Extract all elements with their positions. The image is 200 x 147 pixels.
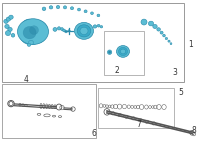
Ellipse shape	[153, 24, 157, 29]
Ellipse shape	[116, 46, 130, 57]
Ellipse shape	[68, 30, 70, 32]
Ellipse shape	[22, 20, 48, 42]
Ellipse shape	[29, 40, 34, 45]
Ellipse shape	[108, 51, 111, 53]
Ellipse shape	[63, 29, 65, 32]
Ellipse shape	[5, 31, 11, 36]
Ellipse shape	[20, 26, 32, 39]
Ellipse shape	[49, 6, 53, 9]
Ellipse shape	[70, 7, 74, 10]
Ellipse shape	[163, 34, 165, 37]
Ellipse shape	[100, 26, 103, 28]
Ellipse shape	[11, 34, 15, 37]
Ellipse shape	[160, 31, 163, 34]
Text: 6: 6	[92, 129, 97, 138]
Ellipse shape	[32, 32, 44, 43]
Ellipse shape	[21, 19, 37, 37]
Ellipse shape	[107, 50, 112, 54]
Ellipse shape	[42, 7, 46, 11]
Ellipse shape	[157, 28, 160, 31]
Ellipse shape	[6, 17, 11, 21]
Ellipse shape	[165, 37, 168, 40]
Ellipse shape	[57, 27, 61, 30]
Text: 8: 8	[191, 126, 196, 135]
Ellipse shape	[5, 24, 9, 29]
Text: 2: 2	[115, 66, 120, 75]
Text: 3: 3	[172, 67, 177, 77]
Ellipse shape	[23, 26, 36, 39]
FancyBboxPatch shape	[98, 88, 174, 128]
Ellipse shape	[77, 25, 91, 37]
Text: 1: 1	[188, 40, 193, 49]
Ellipse shape	[97, 24, 100, 27]
Ellipse shape	[93, 25, 97, 28]
Ellipse shape	[74, 22, 94, 39]
Ellipse shape	[8, 27, 12, 31]
Ellipse shape	[168, 40, 170, 42]
Ellipse shape	[120, 49, 126, 54]
Text: 7: 7	[136, 120, 141, 130]
FancyBboxPatch shape	[104, 31, 144, 75]
Ellipse shape	[56, 5, 60, 9]
Ellipse shape	[65, 30, 67, 33]
Ellipse shape	[91, 12, 93, 15]
Ellipse shape	[118, 47, 128, 56]
Ellipse shape	[170, 43, 172, 45]
Ellipse shape	[9, 15, 13, 19]
Text: 5: 5	[178, 88, 183, 97]
Ellipse shape	[63, 6, 67, 9]
Ellipse shape	[78, 8, 80, 11]
Ellipse shape	[20, 26, 42, 45]
Ellipse shape	[30, 26, 38, 35]
Ellipse shape	[18, 19, 48, 45]
Ellipse shape	[148, 21, 154, 26]
Text: 4: 4	[24, 75, 29, 84]
Ellipse shape	[61, 28, 63, 31]
Ellipse shape	[141, 19, 147, 25]
Ellipse shape	[97, 14, 100, 17]
Ellipse shape	[53, 27, 57, 31]
FancyBboxPatch shape	[2, 3, 184, 82]
Ellipse shape	[27, 43, 31, 46]
Ellipse shape	[4, 19, 8, 23]
Ellipse shape	[80, 27, 88, 35]
FancyBboxPatch shape	[2, 84, 96, 138]
Ellipse shape	[84, 10, 87, 13]
